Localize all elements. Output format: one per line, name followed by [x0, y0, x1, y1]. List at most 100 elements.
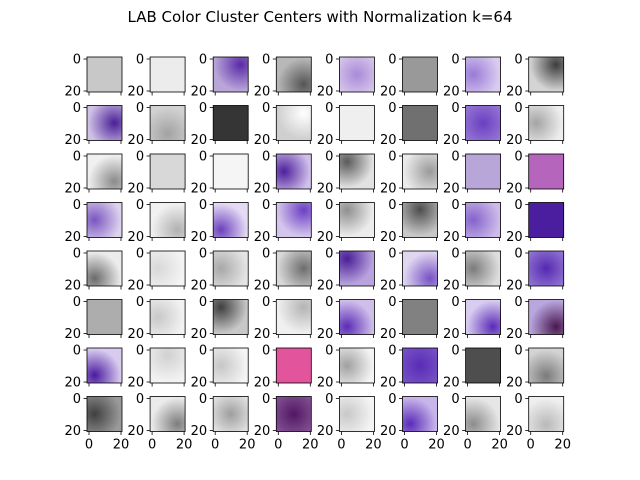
- y-tick-label: 0: [451, 53, 459, 68]
- y-tick-label: 0: [73, 344, 81, 359]
- axes-frame: [212, 202, 249, 238]
- y-tick-label: 0: [262, 198, 270, 213]
- subplot-cluster-48: 0 20: [506, 295, 565, 342]
- subplot-cluster-56: 0 20: [506, 344, 565, 391]
- x-tick-label: 20: [554, 438, 571, 453]
- y-tick-label: 0: [136, 198, 144, 213]
- y-tick-label: 20: [191, 85, 208, 100]
- axes-frame: [528, 202, 565, 238]
- y-tick-label: 0: [73, 247, 81, 262]
- y-tick-label: 20: [506, 327, 523, 342]
- cluster-image: [150, 396, 186, 432]
- y-tick-label: 20: [128, 327, 145, 342]
- y-tick-label: 0: [325, 392, 333, 407]
- x-tick-label: 20: [239, 438, 256, 453]
- y-tick-label: 20: [254, 133, 271, 148]
- x-tick-label: 0: [337, 438, 345, 453]
- subplot-cluster-25: 0 20: [64, 198, 123, 245]
- cluster-image: [276, 251, 312, 286]
- subplot-cluster-38: 0 20: [380, 247, 438, 294]
- cluster-image: [150, 251, 186, 286]
- y-tick-label: 20: [64, 133, 81, 148]
- axes-frame: [528, 105, 565, 141]
- y-tick-label: 20: [380, 85, 397, 100]
- cluster-image: [465, 396, 501, 432]
- subplot-cluster-24: 0 20: [506, 150, 565, 197]
- subplot-cluster-50: 0 20: [128, 344, 186, 391]
- subplot-cluster-12: 0 20: [254, 101, 312, 148]
- y-tick-label: 20: [254, 182, 271, 197]
- subplot-cluster-33: 0 20: [64, 247, 123, 294]
- axes-frame: [465, 250, 502, 287]
- cluster-image: [339, 299, 375, 335]
- cluster-image: [213, 202, 249, 238]
- x-tick-label: 0: [527, 438, 535, 453]
- subplot-cluster-11: 0 20: [191, 101, 249, 148]
- y-tick-label: 0: [514, 344, 522, 359]
- cluster-image: [87, 202, 122, 238]
- axes-frame: [338, 202, 375, 238]
- y-tick-label: 20: [506, 279, 523, 294]
- subplot-cluster-19: 0 20: [191, 150, 249, 197]
- subplot-cluster-49: 0 20: [64, 344, 123, 391]
- axes-frame: [528, 250, 565, 287]
- cluster-image: [465, 299, 501, 335]
- axes-frame: [402, 347, 438, 384]
- y-tick-label: 20: [317, 279, 334, 294]
- chart-title: LAB Color Cluster Centers with Normaliza…: [127, 8, 513, 26]
- y-tick-label: 0: [451, 150, 459, 165]
- cluster-image: [402, 202, 438, 238]
- cluster-image: [150, 299, 186, 335]
- axes-frame: [212, 396, 249, 432]
- cluster-image: [465, 105, 501, 141]
- cluster-image: [465, 57, 501, 92]
- cluster-image: [339, 348, 375, 383]
- cluster-image: [213, 299, 249, 335]
- y-tick-label: 0: [514, 247, 522, 262]
- y-tick-label: 0: [451, 344, 459, 359]
- cluster-image: [528, 105, 564, 141]
- axes-frame: [149, 250, 186, 287]
- axes-frame: [528, 56, 565, 93]
- subplot-cluster-41: 0 20: [64, 295, 123, 342]
- subplot-cluster-43: 0 20: [191, 295, 249, 342]
- y-tick-label: 0: [388, 53, 396, 68]
- cluster-image: [465, 202, 501, 238]
- axes-frame: [275, 105, 312, 141]
- y-tick-label: 20: [380, 182, 397, 197]
- y-tick-label: 20: [128, 182, 145, 197]
- axes-frame: [212, 299, 249, 335]
- cluster-image: [465, 348, 501, 383]
- cluster-image: [213, 348, 249, 383]
- axes-frame: [465, 396, 502, 432]
- axes-frame: [212, 56, 249, 93]
- y-tick-label: 20: [443, 182, 460, 197]
- y-tick-label: 0: [262, 392, 270, 407]
- subplot-cluster-47: 0 20: [443, 295, 502, 342]
- y-tick-label: 0: [136, 392, 144, 407]
- y-tick-label: 20: [317, 85, 334, 100]
- subplot-cluster-46: 0 20: [380, 295, 438, 342]
- subplot-cluster-2: 0 20: [128, 53, 186, 100]
- y-tick-label: 20: [317, 230, 334, 245]
- y-tick-label: 20: [191, 182, 208, 197]
- x-tick-label: 0: [148, 438, 156, 453]
- cluster-image: [465, 251, 501, 286]
- cluster-image: [528, 154, 564, 189]
- subplot-cluster-37: 0 20: [317, 247, 375, 294]
- y-tick-label: 20: [191, 230, 208, 245]
- cluster-image: [213, 57, 249, 92]
- y-tick-label: 0: [199, 344, 207, 359]
- axes-frame: [402, 56, 438, 93]
- axes-frame: [402, 396, 438, 432]
- axes-frame: [465, 202, 502, 238]
- cluster-image: [87, 105, 122, 141]
- y-tick-label: 20: [380, 327, 397, 342]
- axes-frame: [149, 347, 186, 384]
- y-tick-label: 20: [443, 327, 460, 342]
- axes-frame: [86, 202, 123, 238]
- subplot-cluster-31: 0 20: [443, 198, 502, 245]
- y-tick-label: 20: [64, 279, 81, 294]
